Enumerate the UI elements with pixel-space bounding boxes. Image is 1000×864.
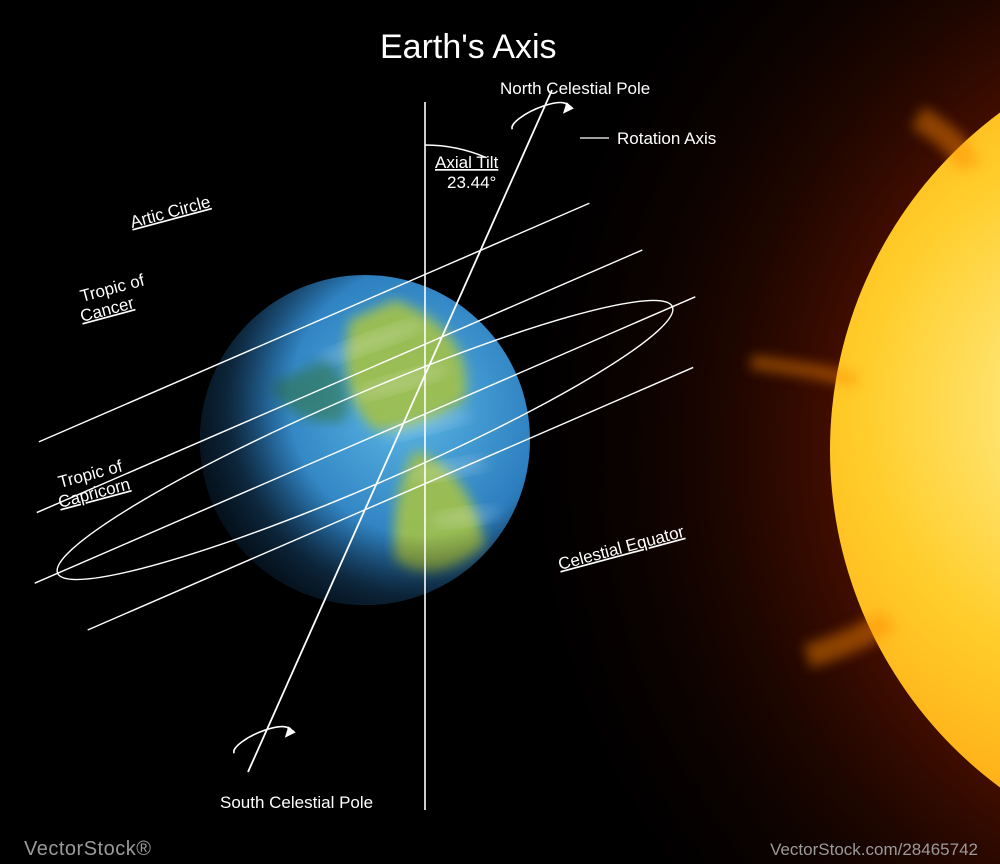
watermark-brand: VectorStock® (24, 838, 151, 861)
diagram-stage: North Celestial Pole Rotation Axis Axial T… (0, 0, 1000, 864)
label-axial-tilt-1: Axial Tilt (435, 153, 499, 172)
label-axial-tilt-2: 23.44° (447, 173, 496, 192)
watermark-id: VectorStock.com/28465742 (770, 840, 978, 860)
label-south-pole: South Celestial Pole (220, 793, 373, 812)
scene-svg: North Celestial Pole Rotation Axis Axial T… (0, 0, 1000, 864)
diagram-title: Earth's Axis (380, 28, 557, 67)
label-north-pole: North Celestial Pole (500, 79, 650, 98)
label-rotation-axis: Rotation Axis (617, 129, 716, 148)
